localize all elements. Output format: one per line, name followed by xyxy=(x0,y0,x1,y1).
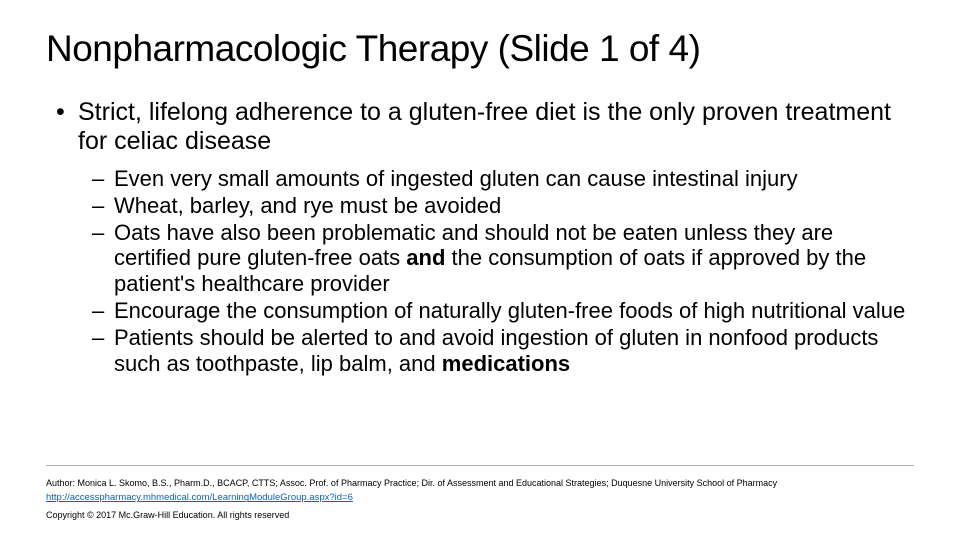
bullet-text: Even very small amounts of ingested glut… xyxy=(114,166,914,191)
author-line: Author: Monica L. Skomo, B.S., Pharm.D.,… xyxy=(46,476,914,490)
bullet-level2: – Encourage the consumption of naturally… xyxy=(92,298,914,323)
dash-marker: – xyxy=(92,325,114,376)
bullet-level1: • Strict, lifelong adherence to a gluten… xyxy=(50,98,914,156)
dash-marker: – xyxy=(92,166,114,191)
source-link[interactable]: http://accesspharmacy.mhmedical.com/Lear… xyxy=(46,492,353,503)
dash-marker: – xyxy=(92,193,114,218)
bullet-level2: – Oats have also been problematic and sh… xyxy=(92,220,914,296)
bullet-level2: – Patients should be alerted to and avoi… xyxy=(92,325,914,376)
bullet-level2: – Even very small amounts of ingested gl… xyxy=(92,166,914,191)
bullet-text: Strict, lifelong adherence to a gluten-f… xyxy=(78,98,914,156)
slide-title: Nonpharmacologic Therapy (Slide 1 of 4) xyxy=(46,28,914,70)
slide-footer: Author: Monica L. Skomo, B.S., Pharm.D.,… xyxy=(46,465,914,522)
bullet-text: Encourage the consumption of naturally g… xyxy=(114,298,914,323)
copyright-line: Copyright © 2017 Mc.Graw-Hill Education.… xyxy=(46,508,914,522)
slide-body: • Strict, lifelong adherence to a gluten… xyxy=(46,98,914,376)
bullet-text: Oats have also been problematic and shou… xyxy=(114,220,914,296)
bold-text: and xyxy=(406,245,445,270)
dash-marker: – xyxy=(92,298,114,323)
sub-bullet-list: – Even very small amounts of ingested gl… xyxy=(50,166,914,376)
link-line: http://accesspharmacy.mhmedical.com/Lear… xyxy=(46,490,914,505)
bold-text: medications xyxy=(442,351,570,376)
bullet-level2: – Wheat, barley, and rye must be avoided xyxy=(92,193,914,218)
bullet-marker: • xyxy=(50,98,78,156)
bullet-text: Patients should be alerted to and avoid … xyxy=(114,325,914,376)
bullet-text: Wheat, barley, and rye must be avoided xyxy=(114,193,914,218)
dash-marker: – xyxy=(92,220,114,296)
slide-container: Nonpharmacologic Therapy (Slide 1 of 4) … xyxy=(0,0,960,540)
